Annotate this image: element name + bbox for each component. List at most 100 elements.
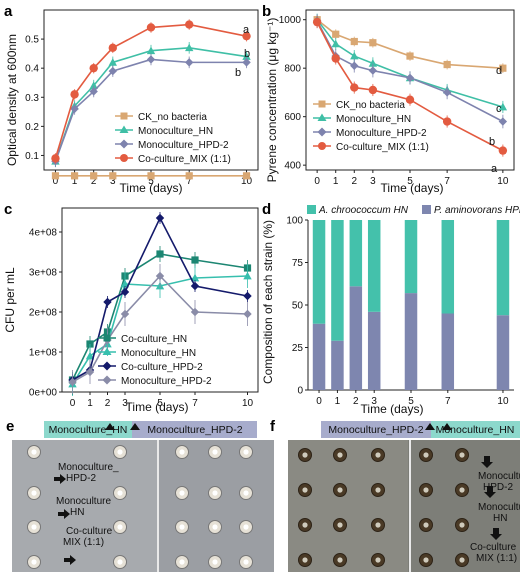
panel-a-series-2-point	[89, 87, 98, 96]
panel-a-series-0-point	[185, 172, 193, 180]
panel-b-sig-mix: a	[491, 163, 498, 175]
photo-f-plate-left	[288, 440, 408, 572]
panel-c-xtick-label: 10	[242, 398, 254, 409]
panel-a-letter: a	[4, 3, 13, 20]
photo-e-label-2b: HN	[70, 507, 84, 518]
photo-f-head-right-text: Monoculture_HN	[436, 424, 515, 436]
photo-f-arrow-1	[481, 456, 493, 468]
photo-f-right-colony-well	[459, 487, 465, 493]
panel-c-series-2-point	[155, 213, 165, 223]
panel-d-legend: A. chroococcum HN P. aminovorans HPD-2	[307, 205, 520, 216]
photo-e-head-right-text: Monoculture_HPD-2	[147, 424, 242, 436]
panel-d-bar-hpd2	[367, 311, 381, 390]
photo-f-right-colony-well	[423, 557, 429, 563]
panel-d-xtick-label: 0	[316, 396, 322, 407]
legend-b-hn-text: Monoculture_HN	[336, 114, 411, 125]
legend-b-mix: Co-culture_MIX (1:1)	[313, 142, 429, 153]
panel-d-ytick-label: 75	[292, 258, 304, 269]
photo-f-left-colony-well	[302, 452, 308, 458]
panel-b-series-3-point	[312, 17, 322, 27]
panel-d: d Composition of each strain (%) Time (d…	[261, 201, 520, 416]
panel-a-series-2-point	[185, 58, 194, 67]
panel-d-bar-hn	[441, 220, 455, 314]
photo-e-left-colony-well	[117, 524, 123, 530]
panel-a-xtick-label: 1	[72, 176, 78, 187]
panel-a-series-2-point	[108, 66, 117, 76]
photo-f-left-colony-well	[375, 452, 381, 458]
legend-d-hpd2-text: P. aminovorans HPD-2	[434, 205, 520, 216]
panel-b-xtick-label: 1	[333, 176, 339, 187]
panel-a-series-3-point	[70, 90, 79, 99]
panel-d-xtick-label: 5	[408, 396, 414, 407]
photo-e-right-colony-well	[243, 490, 249, 496]
photo-f-left-colony-well	[302, 487, 308, 493]
panel-a-series-3-point	[108, 43, 117, 53]
panel-a-series-3-point	[89, 63, 98, 73]
panel-a-sig-mix: a	[243, 24, 250, 36]
photo-f-right-colony-well	[459, 452, 465, 458]
panel-a-series-1-point	[146, 46, 156, 55]
legend-c-co-hn-marker	[103, 334, 111, 342]
photo-e-right-colony-well	[212, 524, 218, 530]
legend-hn: Monoculture_HN	[115, 125, 213, 137]
panel-c-series-1-point	[190, 273, 200, 282]
legend-ck-marker	[120, 112, 128, 120]
panel-b-sig-ck: d	[496, 65, 502, 77]
panel-b-xtick-label: 2	[352, 176, 358, 187]
panel-d-ytick-label: 0	[297, 386, 303, 397]
panel-a-xlabel: Time (days)	[120, 181, 183, 195]
photo-e-right-colony-well	[212, 449, 218, 455]
panel-c-series-2-point	[190, 281, 200, 291]
panel-d-xtick-label: 2	[353, 396, 359, 407]
photo-e-right-colony-well	[243, 449, 249, 455]
photo-e-right-colony-well	[212, 490, 218, 496]
panel-a-xtick-label: 0	[53, 176, 59, 187]
panel-d-bar-hpd2	[331, 340, 344, 390]
photo-f-arrow-up-2	[442, 423, 452, 430]
panel-b-xtick-label: 7	[444, 176, 450, 187]
panel-c-series-2-point	[243, 291, 252, 301]
photo-f-label-3b: MIX (1:1)	[476, 553, 517, 564]
panel-b-xtick-label: 10	[497, 176, 509, 187]
panel-c-series-3-point	[85, 367, 95, 377]
panel-a-series-1-point	[108, 58, 117, 66]
legend-b-hpd2-text: Monoculture_HPD-2	[336, 128, 427, 139]
panel-d-ylabel: Composition of each strain (%)	[261, 220, 275, 384]
panel-a-series-2-point	[242, 58, 251, 67]
panel-a-ylabel: Optical density at 600nm	[5, 34, 19, 166]
panel-d-xlabel: Time (days)	[361, 402, 424, 416]
photo-e-left-colony-well	[31, 449, 37, 455]
photo-e-right-colony-well	[179, 490, 185, 496]
panel-b-ytick-label: 400	[284, 161, 301, 172]
legend-b-mix-text: Co-culture_MIX (1:1)	[336, 142, 429, 153]
panel-a-sig-hpd2: b	[235, 67, 241, 79]
legend-c-co-hpd2: Co-culture_HPD-2	[98, 361, 203, 373]
panel-c-series-1-point	[120, 279, 130, 288]
photo-f-arrow-up-1	[425, 423, 435, 430]
panel-a-plot: 0 1 2 3 5 7 10 0.1 0.2 0.3 0.4 0.5	[25, 9, 259, 187]
photo-e-right-colony-well	[179, 449, 185, 455]
panel-f: f Monoculture_HPD-2 Monoculture_HN Monoc…	[270, 418, 520, 572]
panel-c-series-0-point	[156, 250, 164, 258]
panel-b-ytick-label: 600	[284, 112, 301, 123]
panel-d-bar-hpd2	[404, 293, 418, 390]
panel-b-series-2-point	[405, 73, 415, 83]
photo-e-left-colony-well	[117, 559, 123, 565]
photo-f-left-colony-well	[337, 487, 343, 493]
panel-c-series-0-point	[191, 256, 199, 264]
panel-c-ylabel: CFU per mL	[3, 267, 17, 333]
panel-b-series-1-point	[350, 51, 359, 60]
panel-a-series-3-point	[185, 20, 194, 29]
photo-f-label-3a: Co-culture	[470, 542, 517, 553]
legend-c-mono-hpd2-marker	[102, 375, 112, 385]
panel-b-ylabel: Pyrene concentration (μg kg⁻¹)	[265, 18, 279, 183]
panel-b-series-0-point	[332, 30, 340, 38]
panel-a-series-2-point	[146, 55, 156, 64]
panel-a-xtick-label: 10	[241, 176, 253, 187]
panel-b-xtick-label: 0	[314, 176, 320, 187]
legend-mix: Co-culture_MIX (1:1)	[115, 154, 231, 165]
panel-b-series-3-point	[368, 85, 378, 95]
panel-b-series-3-point	[498, 146, 508, 155]
panel-c-ytick-label: 4e+08	[29, 228, 58, 239]
